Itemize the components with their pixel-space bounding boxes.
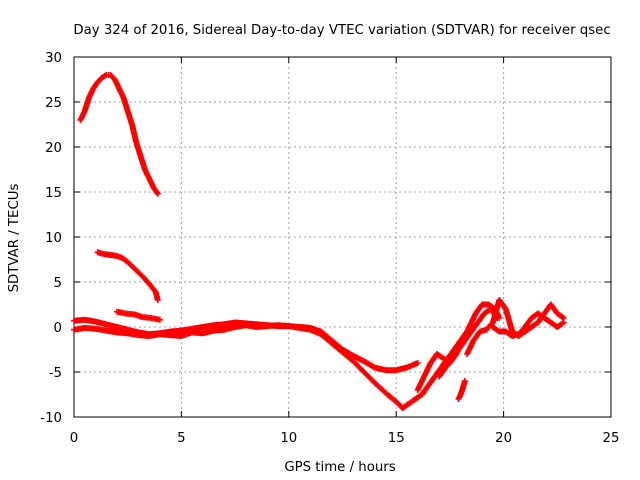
data-points-arc-high [77, 72, 161, 197]
data-points-baseline-b [71, 322, 406, 411]
y-tick-label: 0 [54, 321, 62, 336]
data-points-short-mid [114, 308, 163, 323]
data-points-short-low [455, 378, 468, 402]
data-points-arc-mid [94, 249, 161, 303]
x-tick-label: 0 [70, 431, 78, 446]
series-late-day-b [489, 310, 567, 339]
data-points-late-day [464, 297, 567, 357]
series-baseline-b [71, 322, 406, 411]
data-layer [71, 72, 567, 411]
chart-title: Day 324 of 2016, Sidereal Day-to-day VTE… [73, 23, 610, 38]
series-late-day [464, 297, 567, 357]
y-axis-label: SDTVAR / TECUs [7, 184, 22, 293]
y-tick-label: 5 [54, 276, 62, 291]
series-short-mid [114, 308, 163, 323]
x-tick-label: 5 [177, 431, 185, 446]
data-points-late-day-b [489, 310, 567, 339]
x-tick-label: 10 [280, 431, 297, 446]
series-short-low [455, 378, 468, 402]
y-tick-label: -10 [40, 411, 62, 426]
y-tick-label: 25 [45, 96, 62, 111]
y-tick-label: 10 [45, 231, 62, 246]
series-recovery-c [436, 306, 501, 380]
data-points-recovery-c [436, 306, 501, 380]
x-tick-label: 25 [603, 431, 620, 446]
y-tick-label: -5 [49, 366, 62, 381]
x-tick-label: 20 [495, 431, 512, 446]
series-arc-mid [94, 249, 161, 303]
x-tick-label: 15 [388, 431, 405, 446]
grid-lines [74, 57, 611, 417]
axis-ticks: 0 5 10 15 20 25 -10 -5 0 5 10 15 20 25 30 [40, 51, 619, 446]
y-tick-label: 30 [45, 51, 62, 66]
series-arc-high [77, 72, 161, 197]
y-tick-label: 20 [45, 141, 62, 156]
y-tick-label: 15 [45, 186, 62, 201]
x-axis-label: GPS time / hours [284, 460, 395, 475]
